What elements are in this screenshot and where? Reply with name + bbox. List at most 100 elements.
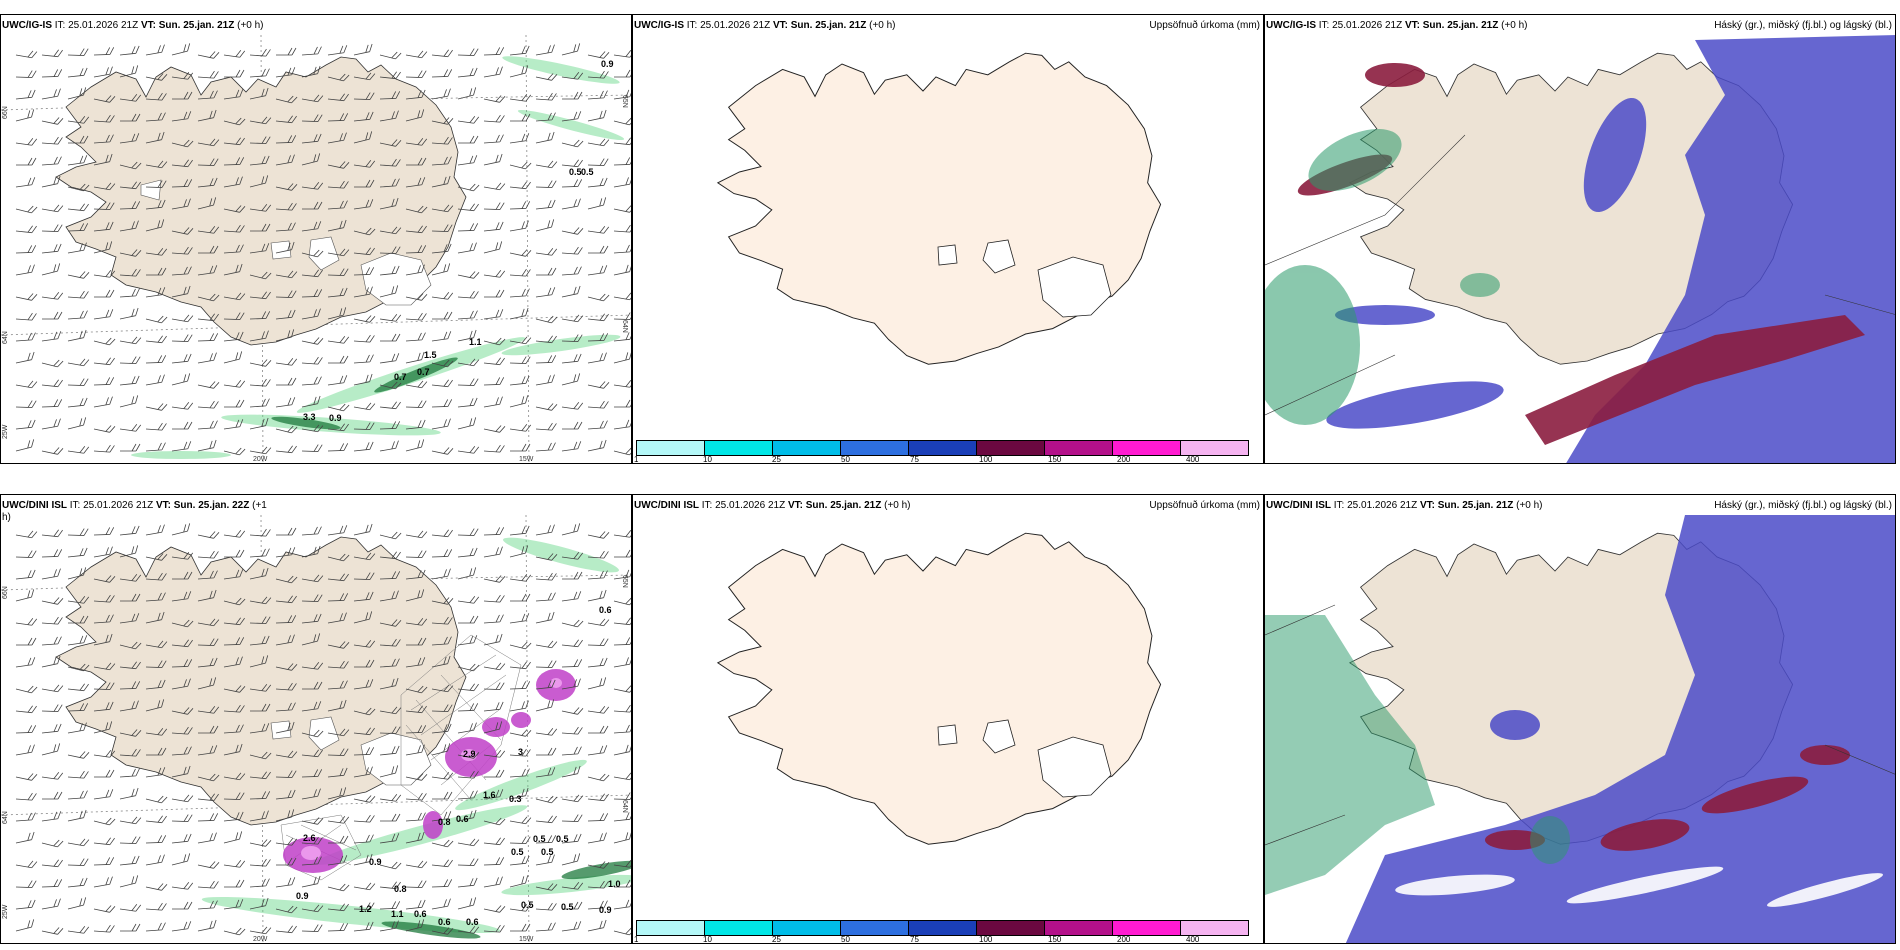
glaciers <box>140 179 432 306</box>
wind-barb <box>561 833 582 844</box>
model-name: UWC/DINI ISL <box>634 500 699 511</box>
wind-barb <box>223 447 246 456</box>
wind-barb <box>431 204 454 213</box>
wind-barb <box>405 812 426 822</box>
lat-label: 64N <box>2 811 9 824</box>
wind-barb <box>535 219 555 232</box>
wind-barb <box>588 245 609 254</box>
wind-barb <box>171 659 193 668</box>
wind-barb <box>94 769 115 778</box>
wind-barb <box>431 811 452 822</box>
wind-barb <box>145 553 168 561</box>
wind-barb <box>67 722 87 734</box>
wind-barb <box>457 722 477 734</box>
wind-barb <box>353 795 376 803</box>
wind-barb <box>587 352 607 364</box>
wind-barb <box>249 897 269 910</box>
wind-barb <box>613 685 631 693</box>
wind-barb <box>301 856 322 866</box>
wind-barb <box>353 43 373 56</box>
wind-barb <box>483 357 505 366</box>
wind-barb <box>327 180 349 189</box>
lat-label-right: 65N <box>621 95 628 108</box>
wind-barb <box>353 72 376 81</box>
wind-barb <box>171 314 194 323</box>
wind-barb <box>509 424 532 432</box>
wind-barb <box>431 597 454 605</box>
wind-barb <box>68 135 89 144</box>
wind-barb <box>275 547 296 558</box>
wind-barb <box>275 115 297 124</box>
wind-barb <box>197 265 218 276</box>
wind-barb <box>613 569 631 580</box>
wind-barb <box>67 87 87 100</box>
wind-barb <box>483 594 505 603</box>
wind-barb <box>483 66 503 78</box>
wind-barb <box>405 312 427 321</box>
wind-barb <box>535 611 555 624</box>
wind-barb <box>535 728 558 736</box>
wind-barb <box>406 157 427 166</box>
wind-barb <box>41 879 63 888</box>
wind-barb <box>119 525 140 536</box>
wind-barb <box>509 395 529 408</box>
wind-barb <box>353 853 373 866</box>
wind-barb <box>353 921 374 932</box>
wind-barb <box>613 811 631 822</box>
wind-barb <box>457 397 478 408</box>
wind-barb <box>275 67 296 78</box>
wind-barb <box>249 926 272 935</box>
wind-barb <box>483 425 506 433</box>
wind-barb <box>613 331 631 342</box>
wind-barb <box>535 679 556 690</box>
wind-barb <box>224 399 245 408</box>
lat-label-right: 64N <box>621 800 628 813</box>
wind-barb <box>535 572 557 581</box>
wind-barb <box>405 50 428 59</box>
wind-barb <box>561 619 584 628</box>
wind-barb <box>353 373 373 386</box>
wind-barb <box>483 182 506 191</box>
lat-label-right: 64N <box>621 320 628 333</box>
wind-barb <box>509 201 531 210</box>
legend-swatch <box>1180 440 1249 456</box>
wind-barb <box>120 923 141 932</box>
wind-barb <box>301 875 321 888</box>
wind-barb <box>353 640 376 648</box>
precip-value: 1.6 <box>483 790 496 800</box>
wind-barb <box>41 898 61 910</box>
wind-barb <box>405 264 425 276</box>
wind-barb <box>197 420 218 430</box>
wind-barb <box>587 197 607 210</box>
wind-barb <box>509 288 530 298</box>
wind-barb <box>379 901 401 910</box>
wind-barb <box>405 569 426 580</box>
wind-barb <box>509 45 530 56</box>
wind-barb <box>327 593 349 602</box>
wind-barb <box>327 423 349 432</box>
wind-barb <box>613 117 631 126</box>
wind-barb <box>249 528 271 537</box>
wind-barb <box>587 70 609 79</box>
wind-barb <box>275 615 297 624</box>
wind-barb <box>431 399 453 408</box>
wind-barb <box>223 792 245 800</box>
wind-barb <box>405 550 427 558</box>
wind-barb <box>301 574 324 583</box>
lat-label-right: 65N <box>621 575 628 588</box>
wind-barb <box>145 640 168 649</box>
wind-barb <box>93 221 114 232</box>
wind-barb <box>145 795 168 804</box>
wind-barb <box>275 329 295 342</box>
wind-barb <box>613 312 631 320</box>
wind-barb <box>15 773 38 781</box>
wind-barb <box>535 854 555 866</box>
wind-barb <box>301 924 323 932</box>
wind-barb <box>16 157 37 166</box>
precip-value: 0.5 <box>581 167 594 177</box>
wind-barb <box>509 375 530 386</box>
wind-barb <box>67 663 90 672</box>
wind-barb <box>67 567 87 580</box>
wind-barb <box>327 923 349 932</box>
legend-labels: 1 10 25 50 75 100 150 200 400 <box>634 935 1256 943</box>
